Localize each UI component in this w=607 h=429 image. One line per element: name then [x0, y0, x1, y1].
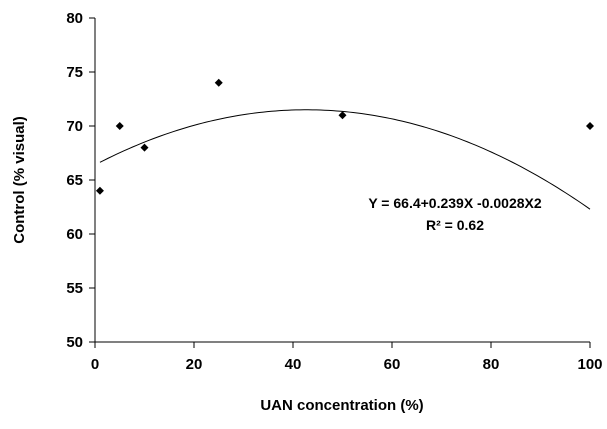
annotation-equation: Y = 66.4+0.239X -0.0028X2 [368, 195, 542, 211]
x-tick-label: 80 [483, 356, 500, 373]
y-tick-label: 75 [66, 64, 83, 81]
x-tick-label: 100 [577, 356, 602, 373]
y-tick-label: 80 [66, 10, 83, 27]
x-axis-title: UAN concentration (%) [260, 397, 423, 414]
trendline [99, 109, 591, 210]
x-tick-label: 0 [91, 356, 99, 373]
y-tick-label: 55 [66, 280, 83, 297]
x-tick-label: 20 [186, 356, 203, 373]
x-axis-ticks: 0 20 40 60 80 100 [91, 342, 603, 373]
data-points [95, 78, 594, 195]
y-axis-ticks: 50 55 60 65 70 75 80 [66, 10, 95, 351]
y-tick-label: 65 [66, 172, 83, 189]
plot-area [94, 18, 590, 343]
data-point [338, 111, 347, 120]
y-axis-title: Control (% visual) [11, 116, 28, 244]
x-tick-label: 40 [285, 356, 302, 373]
data-point [214, 78, 223, 87]
annotation-r-squared: R² = 0.62 [426, 217, 484, 233]
data-point [586, 122, 594, 130]
y-tick-label: 70 [66, 118, 83, 135]
data-point [95, 186, 104, 195]
x-tick-label: 60 [384, 356, 401, 373]
data-point [140, 143, 149, 152]
y-tick-label: 50 [66, 334, 83, 351]
data-point [115, 122, 124, 130]
y-tick-label: 60 [66, 226, 83, 243]
